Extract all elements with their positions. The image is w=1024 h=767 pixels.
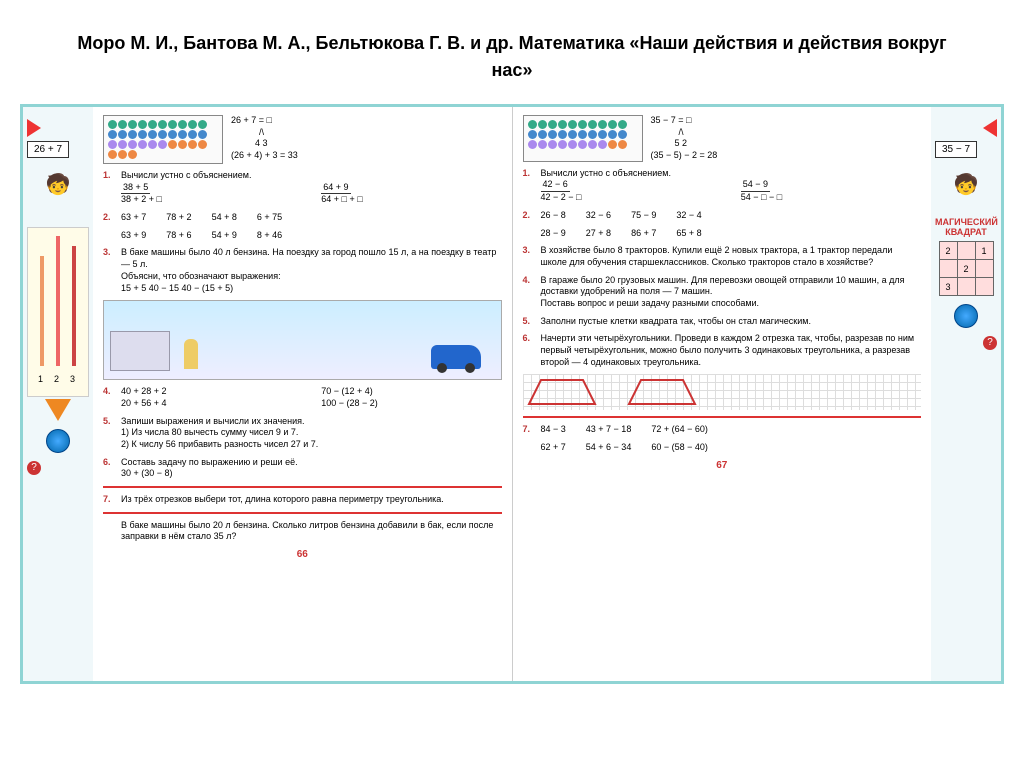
right-margin: 35 − 7 🧒 МАГИЧЕСКИЙ КВАДРАТ 21 2 3 ?: [931, 107, 1001, 681]
arrow-left-icon: [983, 119, 997, 137]
question-icon: ?: [27, 461, 41, 475]
question-icon: ?: [983, 336, 997, 350]
gas-station-illustration: [103, 300, 502, 380]
abacus-example-right: 35 − 7 = □ /\ 5 2 (35 − 5) − 2 = 28: [523, 115, 922, 162]
task-1-right: 1. Вычисли устно с объяснением. 42 − 642…: [523, 168, 922, 204]
child-icon: 🧒: [27, 172, 89, 197]
magic-square: 21 2 3: [939, 241, 994, 296]
task-6-left: 6.Составь задачу по выражению и реши её.…: [103, 457, 502, 480]
task-3-right: 3.В хозяйстве было 8 тракторов. Купили е…: [523, 245, 922, 268]
globe-icon: [46, 429, 70, 453]
task-1-left: 1. Вычисли устно с объяснением. 38 + 538…: [103, 170, 502, 206]
task-q-left: В баке машины было 20 л бензина. Сколько…: [103, 520, 502, 543]
page-67: 35 − 7 = □ /\ 5 2 (35 − 5) − 2 = 28 1. В…: [513, 107, 932, 681]
task-2-right: 2. 26 − 832 − 675 − 932 − 4: [523, 210, 922, 222]
task-5-left: 5.Запиши выражения и вычисли их значения…: [103, 416, 502, 451]
strips-diagram: 1 2 3: [27, 227, 89, 397]
trapezoid-shapes: [523, 374, 922, 410]
task-5-right: 5.Заполни пустые клетки квадрата так, чт…: [523, 316, 922, 328]
task-7-left: 7.Из трёх отрезков выбери тот, длина кот…: [103, 494, 502, 506]
task-2-left: 2. 63 + 778 + 254 + 86 + 75: [103, 212, 502, 224]
triangle-icon: [45, 399, 71, 421]
margin-badge-right: 35 − 7: [935, 141, 977, 158]
page-66: 26 + 7 = □ /\ 4 3 (26 + 4) + 3 = 33 1. В…: [93, 107, 513, 681]
margin-badge-left: 26 + 7: [27, 141, 69, 158]
task-4-right: 4.В гараже было 20 грузовых машин. Для п…: [523, 275, 922, 310]
presentation-title: Моро М. И., Бантова М. А., Бельтюкова Г.…: [0, 0, 1024, 104]
textbook-spread: 26 + 7 🧒 1 2 3 ? 26 + 7 = □ /\ 4 3 (26 +…: [20, 104, 1004, 684]
task-4-left: 4. 40 + 28 + 220 + 56 + 4 70 − (12 + 4)1…: [103, 386, 502, 409]
arrow-right-icon: [27, 119, 41, 137]
task-3-left: 3.В баке машины было 40 л бензина. На по…: [103, 247, 502, 294]
task-6-right: 6.Начерти эти четырёхугольники. Проведи …: [523, 333, 922, 368]
globe-icon: [954, 304, 978, 328]
left-margin: 26 + 7 🧒 1 2 3 ?: [23, 107, 93, 681]
abacus-example-left: 26 + 7 = □ /\ 4 3 (26 + 4) + 3 = 33: [103, 115, 502, 164]
child-icon: 🧒: [935, 172, 997, 197]
page-number: 67: [523, 460, 922, 471]
page-number: 66: [103, 549, 502, 560]
magic-square-label: МАГИЧЕСКИЙ КВАДРАТ: [935, 217, 997, 237]
task-7-right: 7. 84 − 343 + 7 − 1872 + (64 − 60): [523, 424, 922, 436]
